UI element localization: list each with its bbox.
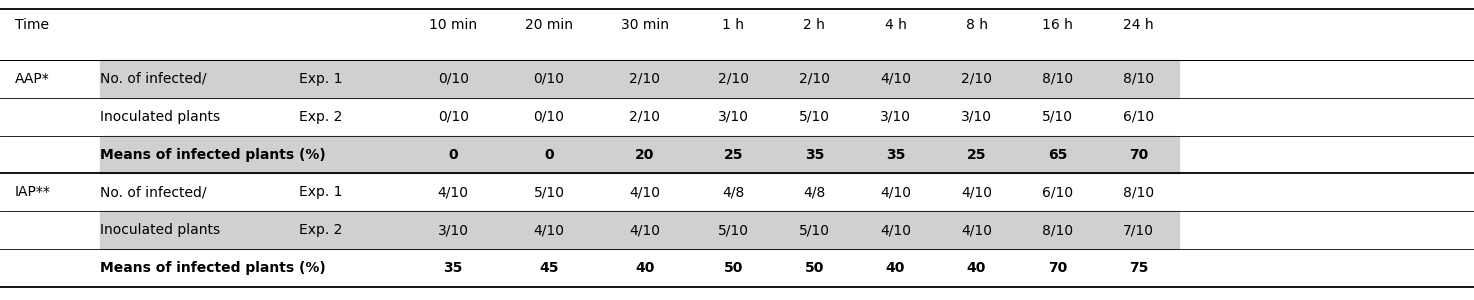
Text: 40: 40 [886, 261, 905, 275]
Text: 20 min: 20 min [525, 18, 573, 32]
Text: 24 h: 24 h [1123, 18, 1154, 32]
Text: 50: 50 [805, 261, 824, 275]
Text: 16 h: 16 h [1042, 18, 1073, 32]
Text: 70: 70 [1129, 148, 1148, 161]
Bar [100, 211, 1179, 249]
Text: Exp. 2: Exp. 2 [299, 110, 342, 124]
Text: 5/10: 5/10 [799, 223, 830, 237]
Text: 75: 75 [1129, 261, 1148, 275]
Text: 8/10: 8/10 [1123, 185, 1154, 199]
Text: 4/10: 4/10 [961, 223, 992, 237]
Text: 30 min: 30 min [621, 18, 669, 32]
Text: 25: 25 [967, 148, 986, 161]
Text: Time: Time [15, 18, 49, 32]
Text: 2/10: 2/10 [799, 72, 830, 86]
Text: 10 min: 10 min [429, 18, 478, 32]
Text: 1 h: 1 h [722, 18, 744, 32]
Text: 4/10: 4/10 [534, 223, 565, 237]
Text: 5/10: 5/10 [1042, 110, 1073, 124]
Text: 4/10: 4/10 [438, 185, 469, 199]
Text: Exp. 1: Exp. 1 [299, 72, 343, 86]
Text: 2/10: 2/10 [629, 72, 660, 86]
Text: 4/10: 4/10 [880, 223, 911, 237]
Text: 4/10: 4/10 [629, 223, 660, 237]
Text: Inoculated plants: Inoculated plants [100, 110, 220, 124]
Text: 3/10: 3/10 [438, 223, 469, 237]
Text: 4/8: 4/8 [722, 185, 744, 199]
Text: 4/10: 4/10 [880, 185, 911, 199]
Text: 35: 35 [444, 261, 463, 275]
Text: Means of infected plants (%): Means of infected plants (%) [100, 261, 326, 275]
Text: 3/10: 3/10 [718, 110, 749, 124]
Text: 65: 65 [1048, 148, 1067, 161]
Text: 0/10: 0/10 [438, 110, 469, 124]
Text: 2 h: 2 h [803, 18, 825, 32]
Text: 4 h: 4 h [884, 18, 907, 32]
Text: 8/10: 8/10 [1042, 72, 1073, 86]
Text: 3/10: 3/10 [880, 110, 911, 124]
Text: 3/10: 3/10 [961, 110, 992, 124]
Text: 20: 20 [635, 148, 654, 161]
Text: 8/10: 8/10 [1123, 72, 1154, 86]
Text: 35: 35 [805, 148, 824, 161]
Text: 2/10: 2/10 [629, 110, 660, 124]
Text: 0: 0 [544, 148, 554, 161]
Text: 4/10: 4/10 [961, 185, 992, 199]
Text: 2/10: 2/10 [961, 72, 992, 86]
Text: 50: 50 [724, 261, 743, 275]
Text: 5/10: 5/10 [718, 223, 749, 237]
Text: 6/10: 6/10 [1042, 185, 1073, 199]
Text: 0/10: 0/10 [534, 110, 565, 124]
Text: 8 h: 8 h [965, 18, 988, 32]
Text: Exp. 1: Exp. 1 [299, 185, 343, 199]
Text: No. of infected/: No. of infected/ [100, 185, 206, 199]
Bar [100, 136, 1179, 173]
Text: 0: 0 [448, 148, 458, 161]
Text: 5/10: 5/10 [799, 110, 830, 124]
Text: 6/10: 6/10 [1123, 110, 1154, 124]
Text: 70: 70 [1048, 261, 1067, 275]
Text: 4/8: 4/8 [803, 185, 825, 199]
Text: IAP**: IAP** [15, 185, 50, 199]
Text: 40: 40 [635, 261, 654, 275]
Text: 0/10: 0/10 [438, 72, 469, 86]
Text: No. of infected/: No. of infected/ [100, 72, 206, 86]
Text: Exp. 2: Exp. 2 [299, 223, 342, 237]
Text: 45: 45 [539, 261, 559, 275]
Text: 4/10: 4/10 [880, 72, 911, 86]
Text: Inoculated plants: Inoculated plants [100, 223, 220, 237]
Text: 2/10: 2/10 [718, 72, 749, 86]
Text: 25: 25 [724, 148, 743, 161]
Text: 40: 40 [967, 261, 986, 275]
Bar [100, 60, 1179, 98]
Text: 7/10: 7/10 [1123, 223, 1154, 237]
Text: 4/10: 4/10 [629, 185, 660, 199]
Text: 0/10: 0/10 [534, 72, 565, 86]
Text: 35: 35 [886, 148, 905, 161]
Text: Means of infected plants (%): Means of infected plants (%) [100, 148, 326, 161]
Text: AAP*: AAP* [15, 72, 50, 86]
Text: 5/10: 5/10 [534, 185, 565, 199]
Text: 8/10: 8/10 [1042, 223, 1073, 237]
